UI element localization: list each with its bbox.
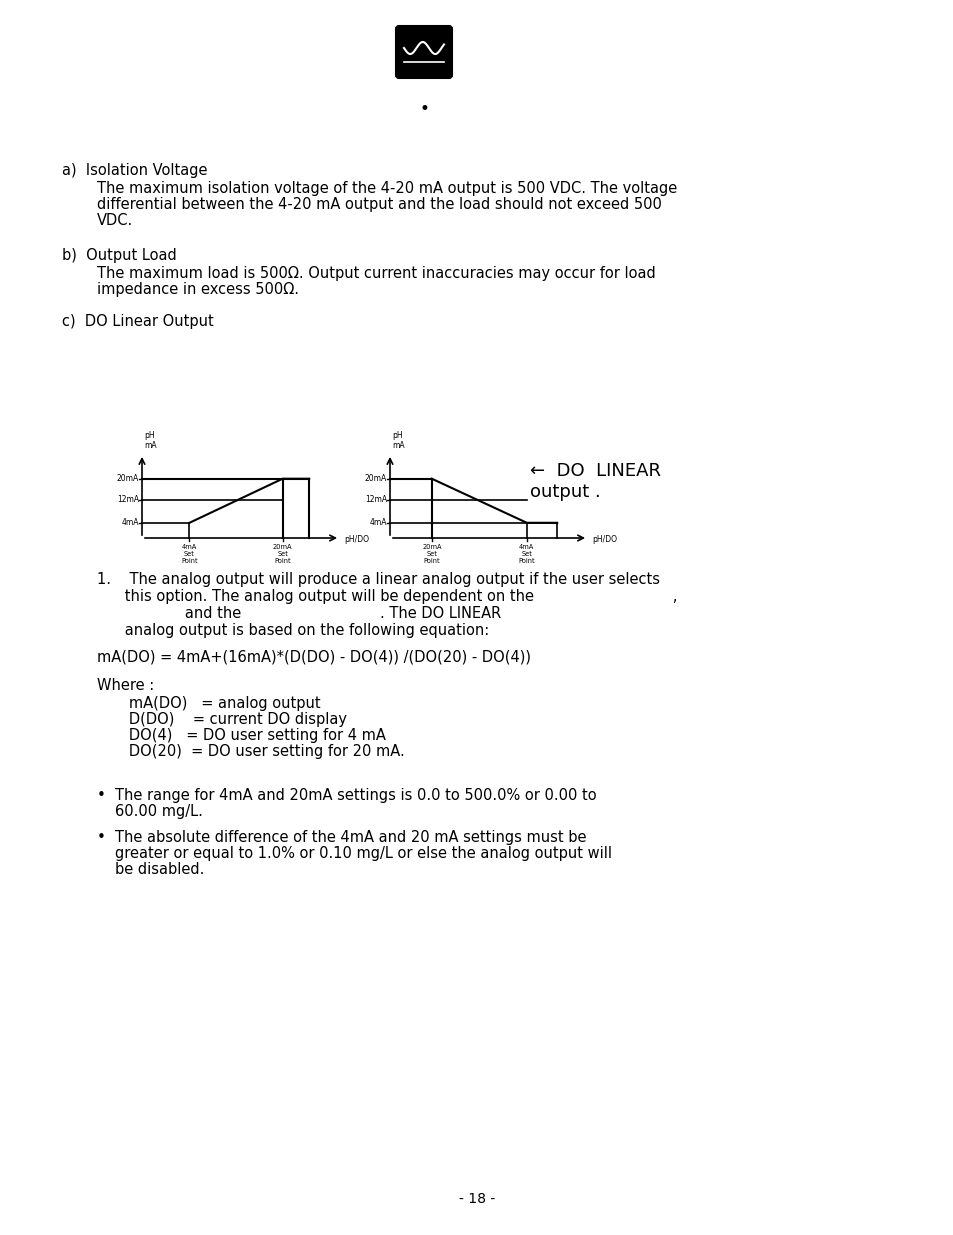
Text: a)  Isolation Voltage: a) Isolation Voltage <box>62 163 208 178</box>
Text: - 18 -: - 18 - <box>458 1192 495 1207</box>
Text: differential between the 4-20 mA output and the load should not exceed 500: differential between the 4-20 mA output … <box>97 198 661 212</box>
Text: pH
mA: pH mA <box>144 431 156 450</box>
Text: The maximum isolation voltage of the 4-20 mA output is 500 VDC. The voltage: The maximum isolation voltage of the 4-2… <box>97 182 677 196</box>
Text: mA(DO)   = analog output: mA(DO) = analog output <box>115 697 320 711</box>
Text: 60.00 mg/L.: 60.00 mg/L. <box>115 804 203 819</box>
Text: •: • <box>418 100 429 119</box>
Text: 4mA: 4mA <box>369 519 387 527</box>
Text: 12mA: 12mA <box>364 495 387 505</box>
Text: mA(DO) = 4mA+(16mA)*(D(DO) - DO(4)) /(DO(20) - DO(4)): mA(DO) = 4mA+(16mA)*(D(DO) - DO(4)) /(DO… <box>97 650 531 664</box>
Text: b)  Output Load: b) Output Load <box>62 248 176 263</box>
Text: The range for 4mA and 20mA settings is 0.0 to 500.0% or 0.00 to: The range for 4mA and 20mA settings is 0… <box>115 788 596 803</box>
Text: 4mA
Set
Point: 4mA Set Point <box>517 543 535 564</box>
Text: c)  DO Linear Output: c) DO Linear Output <box>62 314 213 329</box>
Text: 20mA: 20mA <box>116 474 139 483</box>
Text: Where :: Where : <box>97 678 154 693</box>
Text: impedance in excess 500Ω.: impedance in excess 500Ω. <box>97 282 298 296</box>
Text: VDC.: VDC. <box>97 212 133 228</box>
Text: 4mA
Set
Point: 4mA Set Point <box>181 543 197 564</box>
Text: pH/DO: pH/DO <box>592 536 617 545</box>
Text: •: • <box>97 830 106 845</box>
Text: 12mA: 12mA <box>117 495 139 505</box>
Text: D(DO)    = current DO display: D(DO) = current DO display <box>115 713 347 727</box>
Text: greater or equal to 1.0% or 0.10 mg/L or else the analog output will: greater or equal to 1.0% or 0.10 mg/L or… <box>115 846 612 861</box>
Text: 4mA: 4mA <box>121 519 139 527</box>
Text: 20mA
Set
Point: 20mA Set Point <box>421 543 441 564</box>
Text: •: • <box>97 788 106 803</box>
Text: this option. The analog output will be dependent on the                         : this option. The analog output will be d… <box>97 589 677 604</box>
Text: The absolute difference of the 4mA and 20 mA settings must be: The absolute difference of the 4mA and 2… <box>115 830 586 845</box>
Text: The maximum load is 500Ω. Output current inaccuracies may occur for load: The maximum load is 500Ω. Output current… <box>97 266 655 282</box>
Text: and the                              . The DO LINEAR: and the . The DO LINEAR <box>97 606 500 621</box>
Text: 20mA: 20mA <box>364 474 387 483</box>
Text: pH/DO: pH/DO <box>344 536 369 545</box>
Text: be disabled.: be disabled. <box>115 862 204 877</box>
Text: analog output is based on the following equation:: analog output is based on the following … <box>97 622 489 638</box>
FancyBboxPatch shape <box>395 26 452 78</box>
Text: ←  DO  LINEAR
output .: ← DO LINEAR output . <box>530 462 660 501</box>
Text: DO(4)   = DO user setting for 4 mA: DO(4) = DO user setting for 4 mA <box>115 727 385 743</box>
Text: pH
mA: pH mA <box>392 431 404 450</box>
Text: DO(20)  = DO user setting for 20 mA.: DO(20) = DO user setting for 20 mA. <box>115 743 404 760</box>
Text: 20mA
Set
Point: 20mA Set Point <box>273 543 292 564</box>
Text: 1.    The analog output will produce a linear analog output if the user selects: 1. The analog output will produce a line… <box>97 572 659 587</box>
